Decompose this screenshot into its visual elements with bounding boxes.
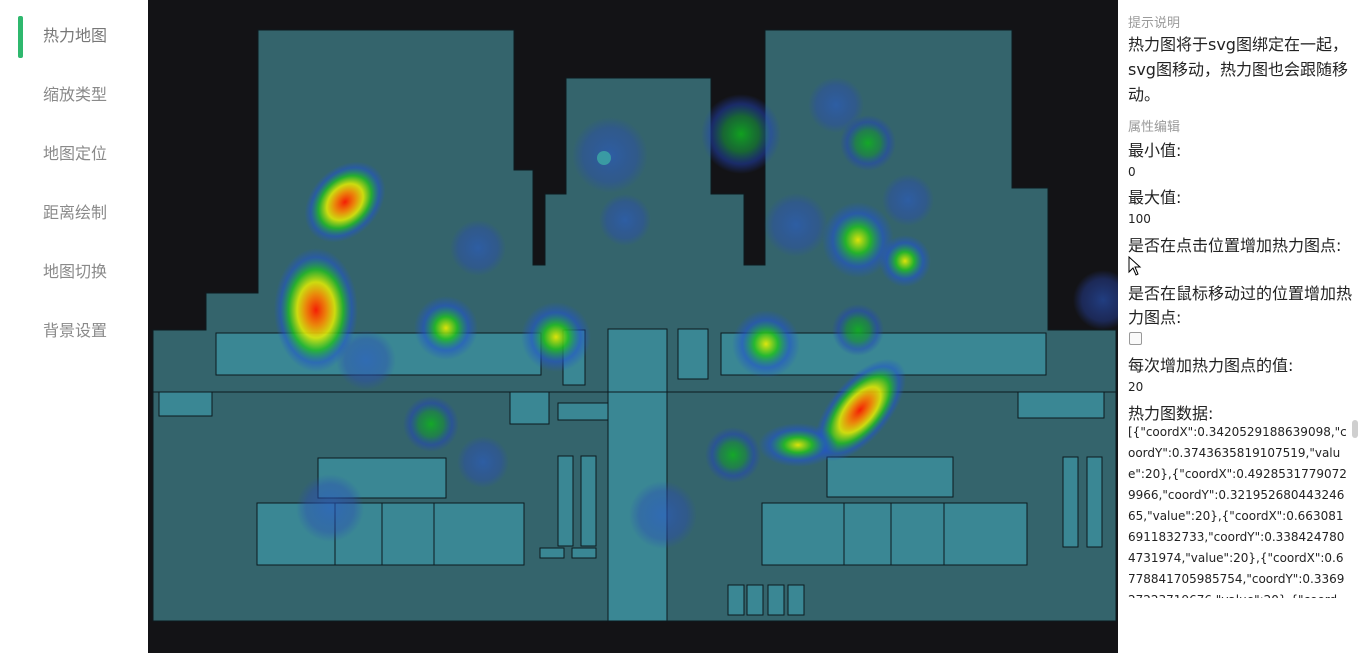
increment-value[interactable]: 20 — [1128, 380, 1144, 394]
heat-point — [813, 358, 907, 462]
room — [580, 455, 597, 547]
heat-point — [457, 436, 509, 488]
heat-point — [336, 330, 396, 390]
nav-heatmap[interactable]: 热力地图 — [43, 26, 108, 45]
property-panel: 提示说明 热力图将于svg图绑定在一起，svg图移动，热力图也会跟随移动。 属性… — [1118, 0, 1362, 653]
move-add-checkbox[interactable] — [1129, 332, 1142, 345]
room-dividers — [153, 391, 1116, 565]
heat-point — [599, 194, 651, 246]
room — [677, 328, 709, 380]
room — [1017, 391, 1105, 419]
heat-point — [629, 481, 697, 549]
heat-point — [1073, 270, 1118, 330]
room — [571, 547, 597, 559]
heat-point — [808, 77, 864, 133]
room — [727, 584, 745, 616]
room — [539, 547, 565, 559]
heat-point — [403, 396, 459, 452]
heat-point — [597, 151, 611, 165]
room — [1086, 456, 1103, 548]
room — [158, 391, 213, 417]
room — [557, 455, 574, 547]
max-value[interactable]: 100 — [1128, 212, 1151, 226]
active-indicator — [18, 16, 23, 58]
heat-point — [296, 474, 364, 542]
heat-point — [450, 220, 506, 276]
room — [746, 584, 764, 616]
heat-point — [732, 310, 800, 378]
heat-point — [274, 248, 358, 372]
heat-point — [705, 427, 761, 483]
heat-point — [304, 161, 386, 243]
heat-point — [840, 115, 896, 171]
heat-point — [764, 193, 828, 257]
heat-point — [822, 202, 894, 278]
room — [761, 502, 1028, 566]
heat-point — [882, 174, 934, 226]
room — [826, 456, 954, 498]
data-scrollbar[interactable] — [1352, 420, 1358, 438]
props-title: 属性编辑 — [1128, 120, 1181, 135]
heat-point — [701, 94, 781, 174]
floor-plan-svg[interactable] — [148, 0, 1118, 653]
tips-title: 提示说明 — [1128, 16, 1181, 31]
nav-background-settings[interactable]: 背景设置 — [43, 321, 108, 340]
min-value[interactable]: 0 — [1128, 165, 1136, 179]
room — [557, 402, 609, 421]
heatmap-layer — [274, 77, 1118, 549]
heat-point — [521, 302, 591, 372]
tips-description: 热力图将于svg图绑定在一起，svg图移动，热力图也会跟随移动。 — [1128, 35, 1348, 104]
heat-point — [832, 304, 884, 356]
nav-map-locate[interactable]: 地图定位 — [43, 144, 108, 163]
click-add-label: 是否在点击位置增加热力图点: — [1128, 236, 1342, 255]
map-canvas[interactable] — [148, 0, 1118, 653]
room — [1062, 456, 1079, 548]
min-label: 最小值: — [1128, 141, 1182, 160]
nav-map-switch[interactable]: 地图切换 — [43, 262, 108, 281]
mouse-cursor-icon — [1128, 256, 1142, 276]
heatmap-data-text[interactable]: [{"coordX":0.3420529188639098,"coordY":0… — [1128, 425, 1347, 598]
data-label: 热力图数据: — [1128, 404, 1214, 423]
move-add-label-cont: 力图点: — [1128, 308, 1182, 327]
increment-label: 每次增加热力图点的值: — [1128, 356, 1294, 375]
move-add-label: 是否在鼠标移动过的位置增加热 — [1128, 284, 1353, 303]
heat-point — [414, 296, 478, 360]
heat-point — [758, 423, 838, 467]
room — [509, 391, 550, 425]
room — [787, 584, 805, 616]
max-label: 最大值: — [1128, 188, 1182, 207]
nav-distance-draw[interactable]: 距离绘制 — [43, 203, 108, 222]
nav-zoom-type[interactable]: 缩放类型 — [43, 85, 108, 104]
room — [607, 328, 668, 622]
heat-point — [879, 235, 931, 287]
sidebar-nav: 热力地图 缩放类型 地图定位 距离绘制 地图切换 背景设置 — [0, 0, 148, 653]
room — [767, 584, 785, 616]
